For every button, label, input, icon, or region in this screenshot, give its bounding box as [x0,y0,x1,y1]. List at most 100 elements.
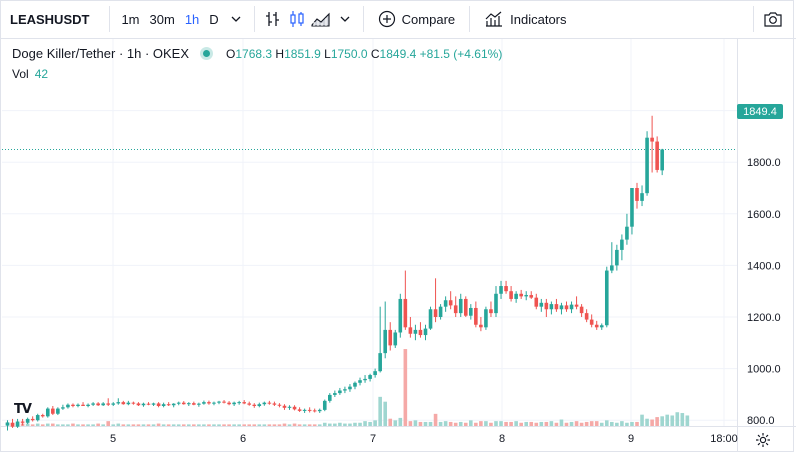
volume-bar [453,422,458,426]
candle [252,403,257,408]
candle-body [413,329,418,334]
snapshot-button[interactable] [762,8,784,30]
candle [443,296,448,312]
compare-label: Compare [401,11,456,27]
volume-bar [338,422,342,426]
candle-body [529,295,534,298]
candle-body [559,305,564,310]
chart-settings-button[interactable] [754,431,772,449]
candle-body [40,415,45,417]
candle [524,291,529,301]
low-value: 1750.0 [330,46,368,61]
volume-bar [186,424,191,426]
compare-button[interactable]: Compare [370,0,463,39]
volume-bar [292,423,297,426]
volume-bar [368,421,372,426]
volume-bar [317,424,322,426]
volume-bar [136,424,141,426]
candle-body [589,319,594,325]
volume-bar [630,421,634,426]
candle [358,377,362,386]
volume-bar [388,418,393,426]
candle [222,400,226,404]
candle-body [312,410,317,412]
volume-bar [625,422,629,426]
time-axis[interactable]: 5 6 7 8 9 18:00 [110,433,738,445]
high-label: H [275,46,285,61]
volume-bar [328,423,332,426]
volume-bar [398,417,403,426]
indicators-button[interactable]: Indicators [476,0,574,39]
volume-bar [519,422,523,426]
tradingview-logo[interactable]: TV [14,402,32,417]
interval-30m[interactable]: 30m [149,11,175,27]
area-chart-button[interactable] [309,0,333,39]
candle [126,400,131,406]
candle-body [66,404,70,408]
candles-button[interactable] [285,0,309,39]
volume-bar [640,414,644,426]
symbol-search[interactable]: LEASHUSDT [10,11,90,27]
candle-body [564,305,569,310]
bar-chart-button[interactable] [261,0,285,39]
interval-d[interactable]: D [209,11,219,27]
price-axis[interactable]: 2000.01800.01600.01400.01200.01000.0800.… [747,106,781,428]
volume-bar [670,415,675,426]
volume-value: 42 [34,67,49,81]
price-chart[interactable]: 2000.01800.01600.01400.01200.01000.0800.… [0,39,796,452]
candle [484,306,488,330]
volume-bar [645,418,649,426]
candle [509,286,513,302]
volume-bar [242,424,246,426]
price-tick-label: 1000.0 [747,364,781,376]
toolbar-divider [253,6,255,32]
candle-body [207,402,211,404]
candle [5,420,10,431]
candle [519,289,523,299]
candle [297,407,302,412]
interval-dropdown[interactable] [224,0,248,39]
candle-body [438,306,443,317]
candle-body [423,328,428,336]
candle [61,404,65,410]
volume-bar [549,421,554,426]
volume-bar [589,421,594,426]
candle [338,387,342,395]
plus-circle-icon [378,10,395,28]
volume-bar [353,422,357,426]
candle-body [15,421,20,427]
candle-body [61,407,65,409]
candle-body [76,404,80,407]
volume-bar [383,401,387,426]
volume-bar [413,420,418,426]
volume-bar [660,416,664,426]
candle [232,401,236,407]
chart-type-dropdown[interactable] [333,0,357,39]
volume-bar [509,421,513,426]
candle [111,402,116,407]
top-toolbar: LEASHUSDT 1m 30m 1h D Compare Indicators [0,0,796,39]
candle [247,401,252,406]
candle [322,399,327,412]
candle [418,322,423,338]
market-status-dot[interactable] [203,50,211,57]
candle-body [51,408,55,414]
price-tick-label: 1400.0 [747,260,781,272]
candle [156,402,161,408]
volume-bar [574,421,579,426]
interval-1m[interactable]: 1m [121,11,140,27]
volume-bar [458,421,463,426]
volume-bar [262,424,267,426]
price-tick-label: 1800.0 [747,157,781,169]
candle [453,296,458,317]
candle-body [393,332,398,346]
interval-1h[interactable]: 1h [184,11,200,27]
candle-body [86,404,90,407]
candle [45,407,50,418]
candle-body [20,421,25,423]
volume-bar [438,421,443,426]
volume-bar [333,423,337,426]
volume-bar [463,422,468,426]
candle-body [262,402,267,405]
volume-bar [322,422,327,426]
